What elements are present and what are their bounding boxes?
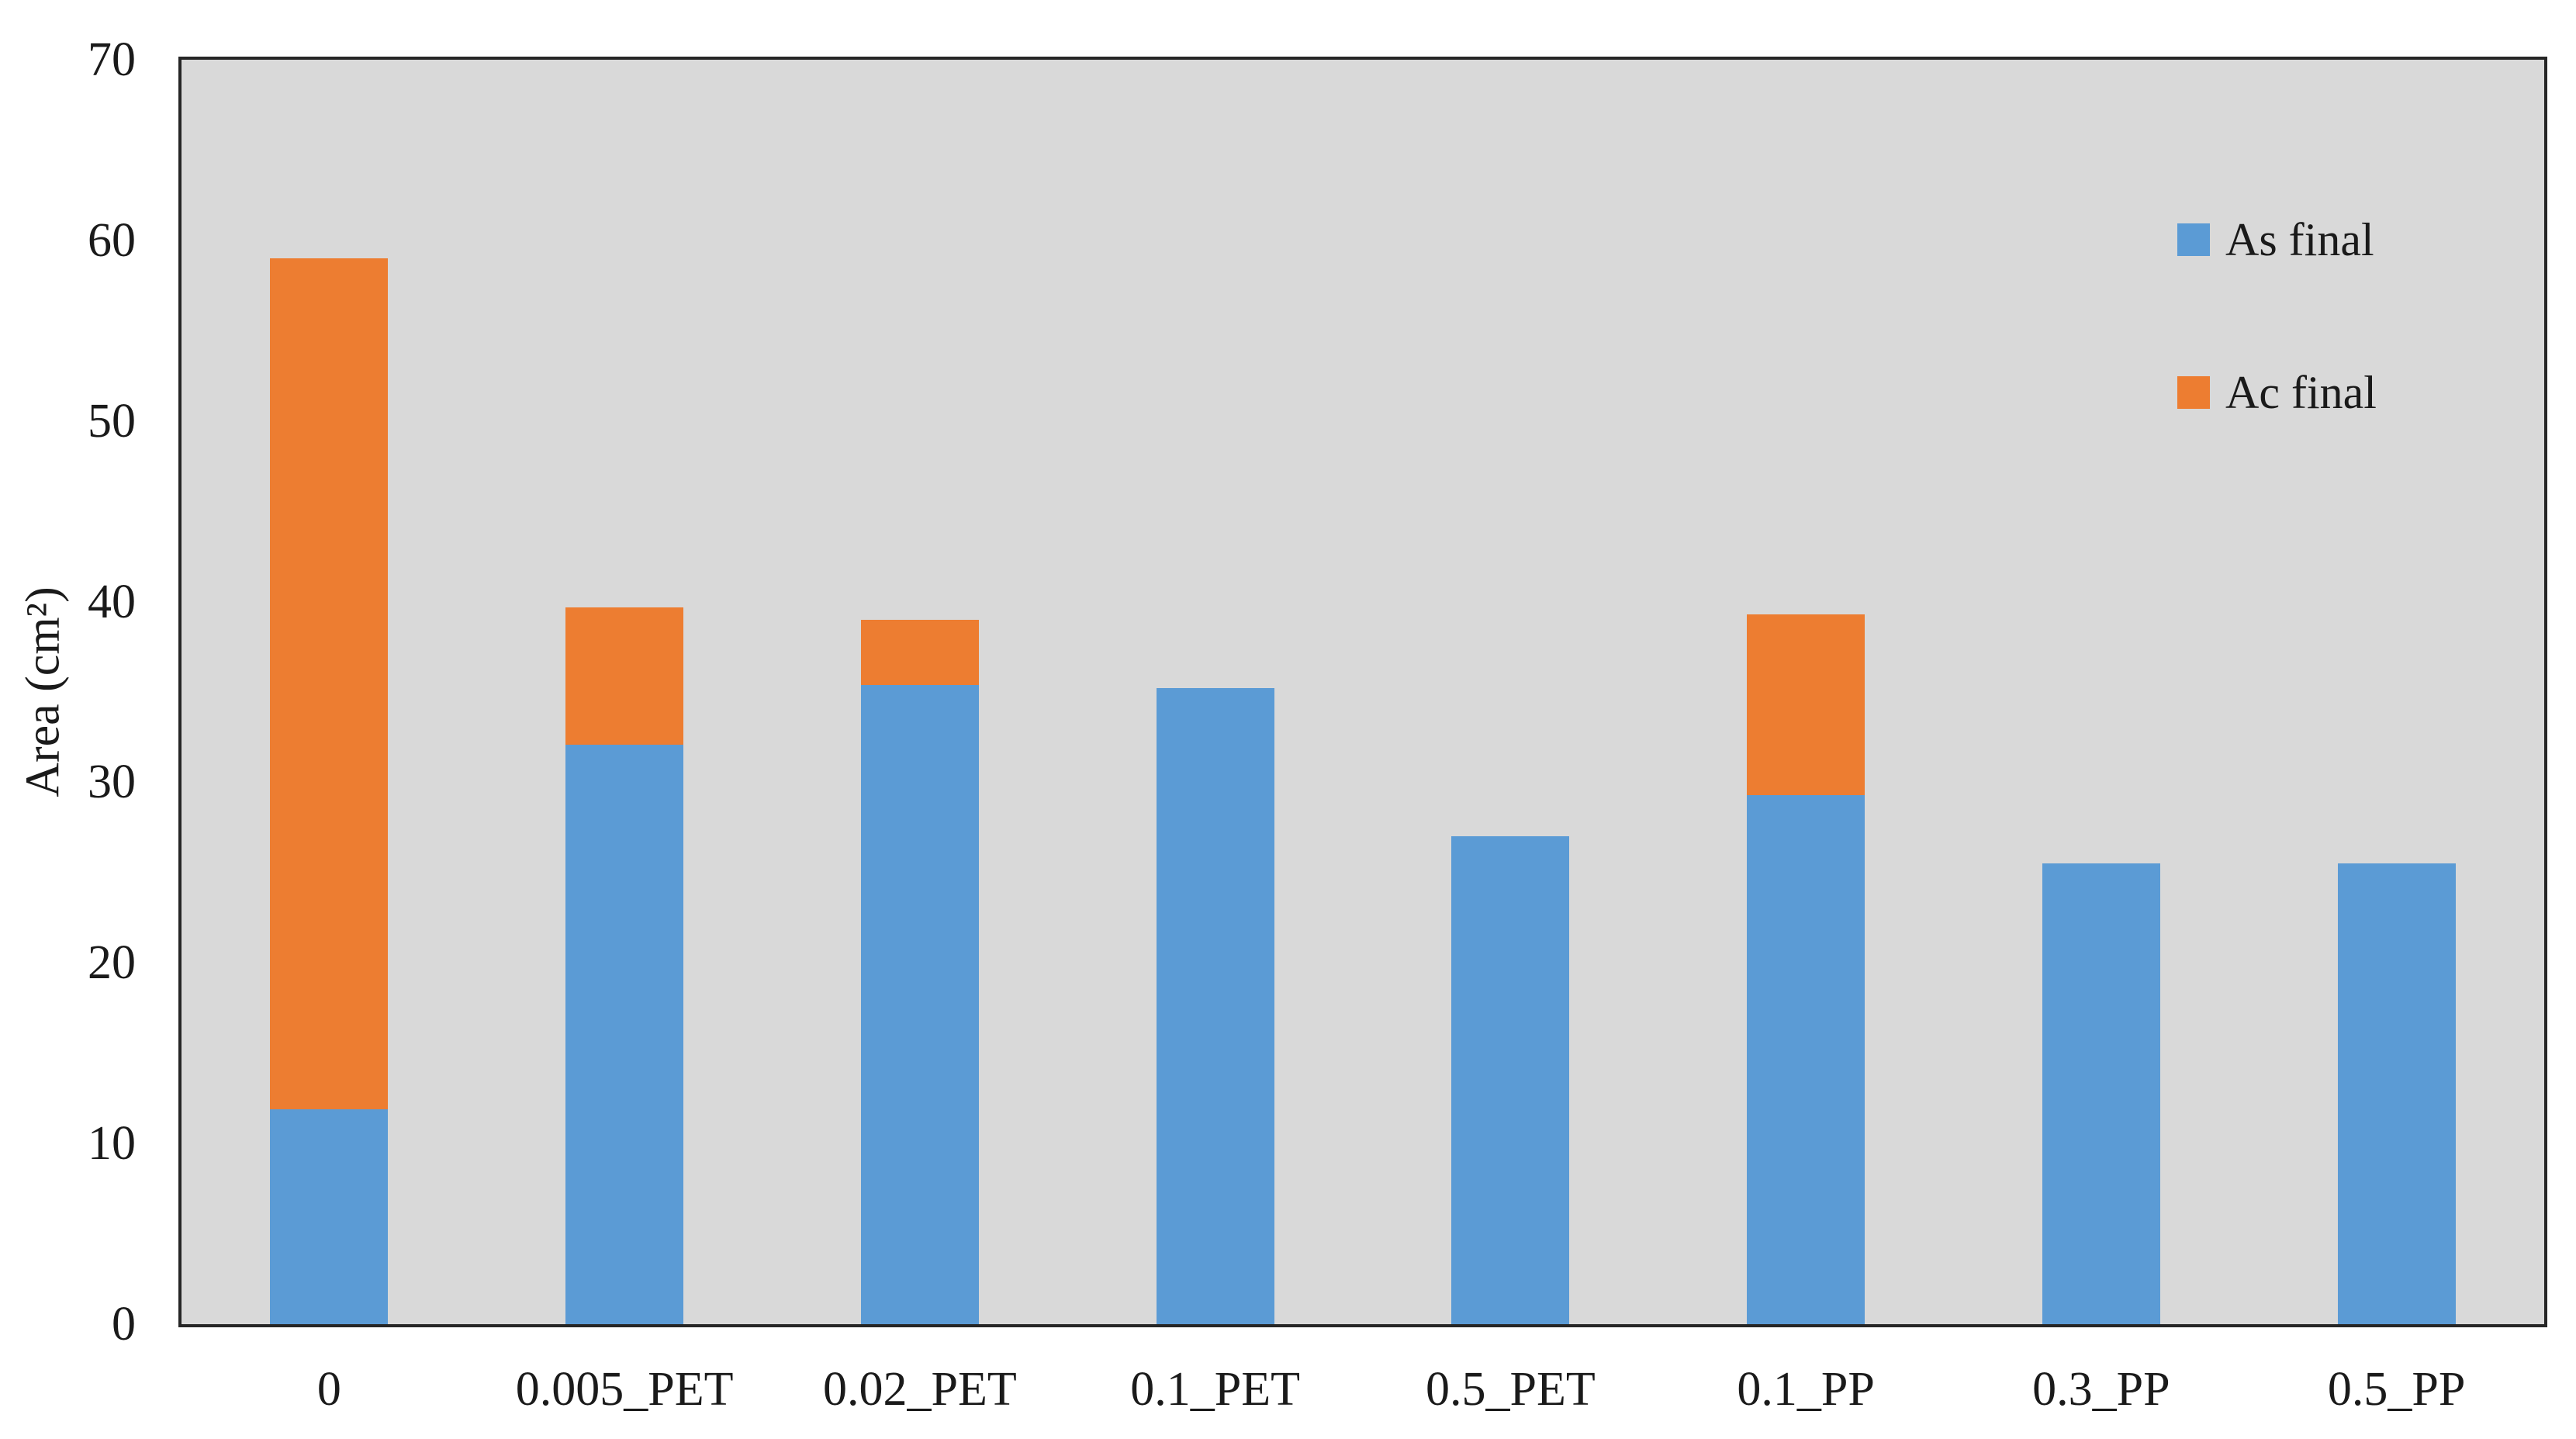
- y-tick-label-20: 20: [88, 936, 136, 990]
- legend-item-as-final: As final: [2177, 216, 2374, 264]
- bar-0.5_PET-as-final: [1451, 836, 1570, 1324]
- bar-0.005_PET-as-final: [565, 744, 684, 1324]
- x-tick-label-0.5_PP: 0.5_PP: [2327, 1363, 2466, 1416]
- ac-final-swatch-icon: [2177, 376, 2210, 409]
- y-tick-label-60: 60: [88, 213, 136, 267]
- x-tick-label-0.3_PP: 0.3_PP: [2032, 1363, 2170, 1416]
- y-tick-label-40: 40: [88, 575, 136, 628]
- legend-item-ac-final: Ac final: [2177, 368, 2377, 417]
- y-tick-label-50: 50: [88, 394, 136, 448]
- legend-label-as-final: As final: [2225, 214, 2374, 265]
- bar-0.1_PP-ac-final: [1747, 614, 1865, 795]
- bar-0-ac-final: [270, 258, 389, 1109]
- x-tick-label-0.1_PET: 0.1_PET: [1130, 1363, 1300, 1416]
- y-tick-label-0: 0: [112, 1298, 136, 1351]
- x-tick-label-0: 0: [316, 1363, 341, 1416]
- y-tick-label-70: 70: [88, 33, 136, 86]
- as-final-swatch-icon: [2177, 223, 2210, 256]
- bar-0.02_PET-ac-final: [860, 619, 979, 685]
- x-tick-label-0.5_PET: 0.5_PET: [1426, 1363, 1596, 1416]
- x-tick-label-0.02_PET: 0.02_PET: [823, 1363, 1017, 1416]
- bar-0.5_PP-as-final: [2337, 863, 2456, 1324]
- bar-0.1_PP-as-final: [1747, 794, 1865, 1324]
- legend-label-ac-final: Ac final: [2225, 367, 2377, 418]
- x-tick-label-0.1_PP: 0.1_PP: [1737, 1363, 1875, 1416]
- bar-0-as-final: [270, 1109, 389, 1324]
- bar-0.005_PET-ac-final: [565, 607, 684, 745]
- bar-0.02_PET-as-final: [860, 684, 979, 1324]
- x-tick-label-0.005_PET: 0.005_PET: [515, 1363, 734, 1416]
- y-tick-label-10: 10: [88, 1117, 136, 1171]
- bar-0.1_PET-as-final: [1156, 688, 1274, 1324]
- bar-0.3_PP-as-final: [2042, 863, 2160, 1324]
- y-tick-label-30: 30: [88, 756, 136, 809]
